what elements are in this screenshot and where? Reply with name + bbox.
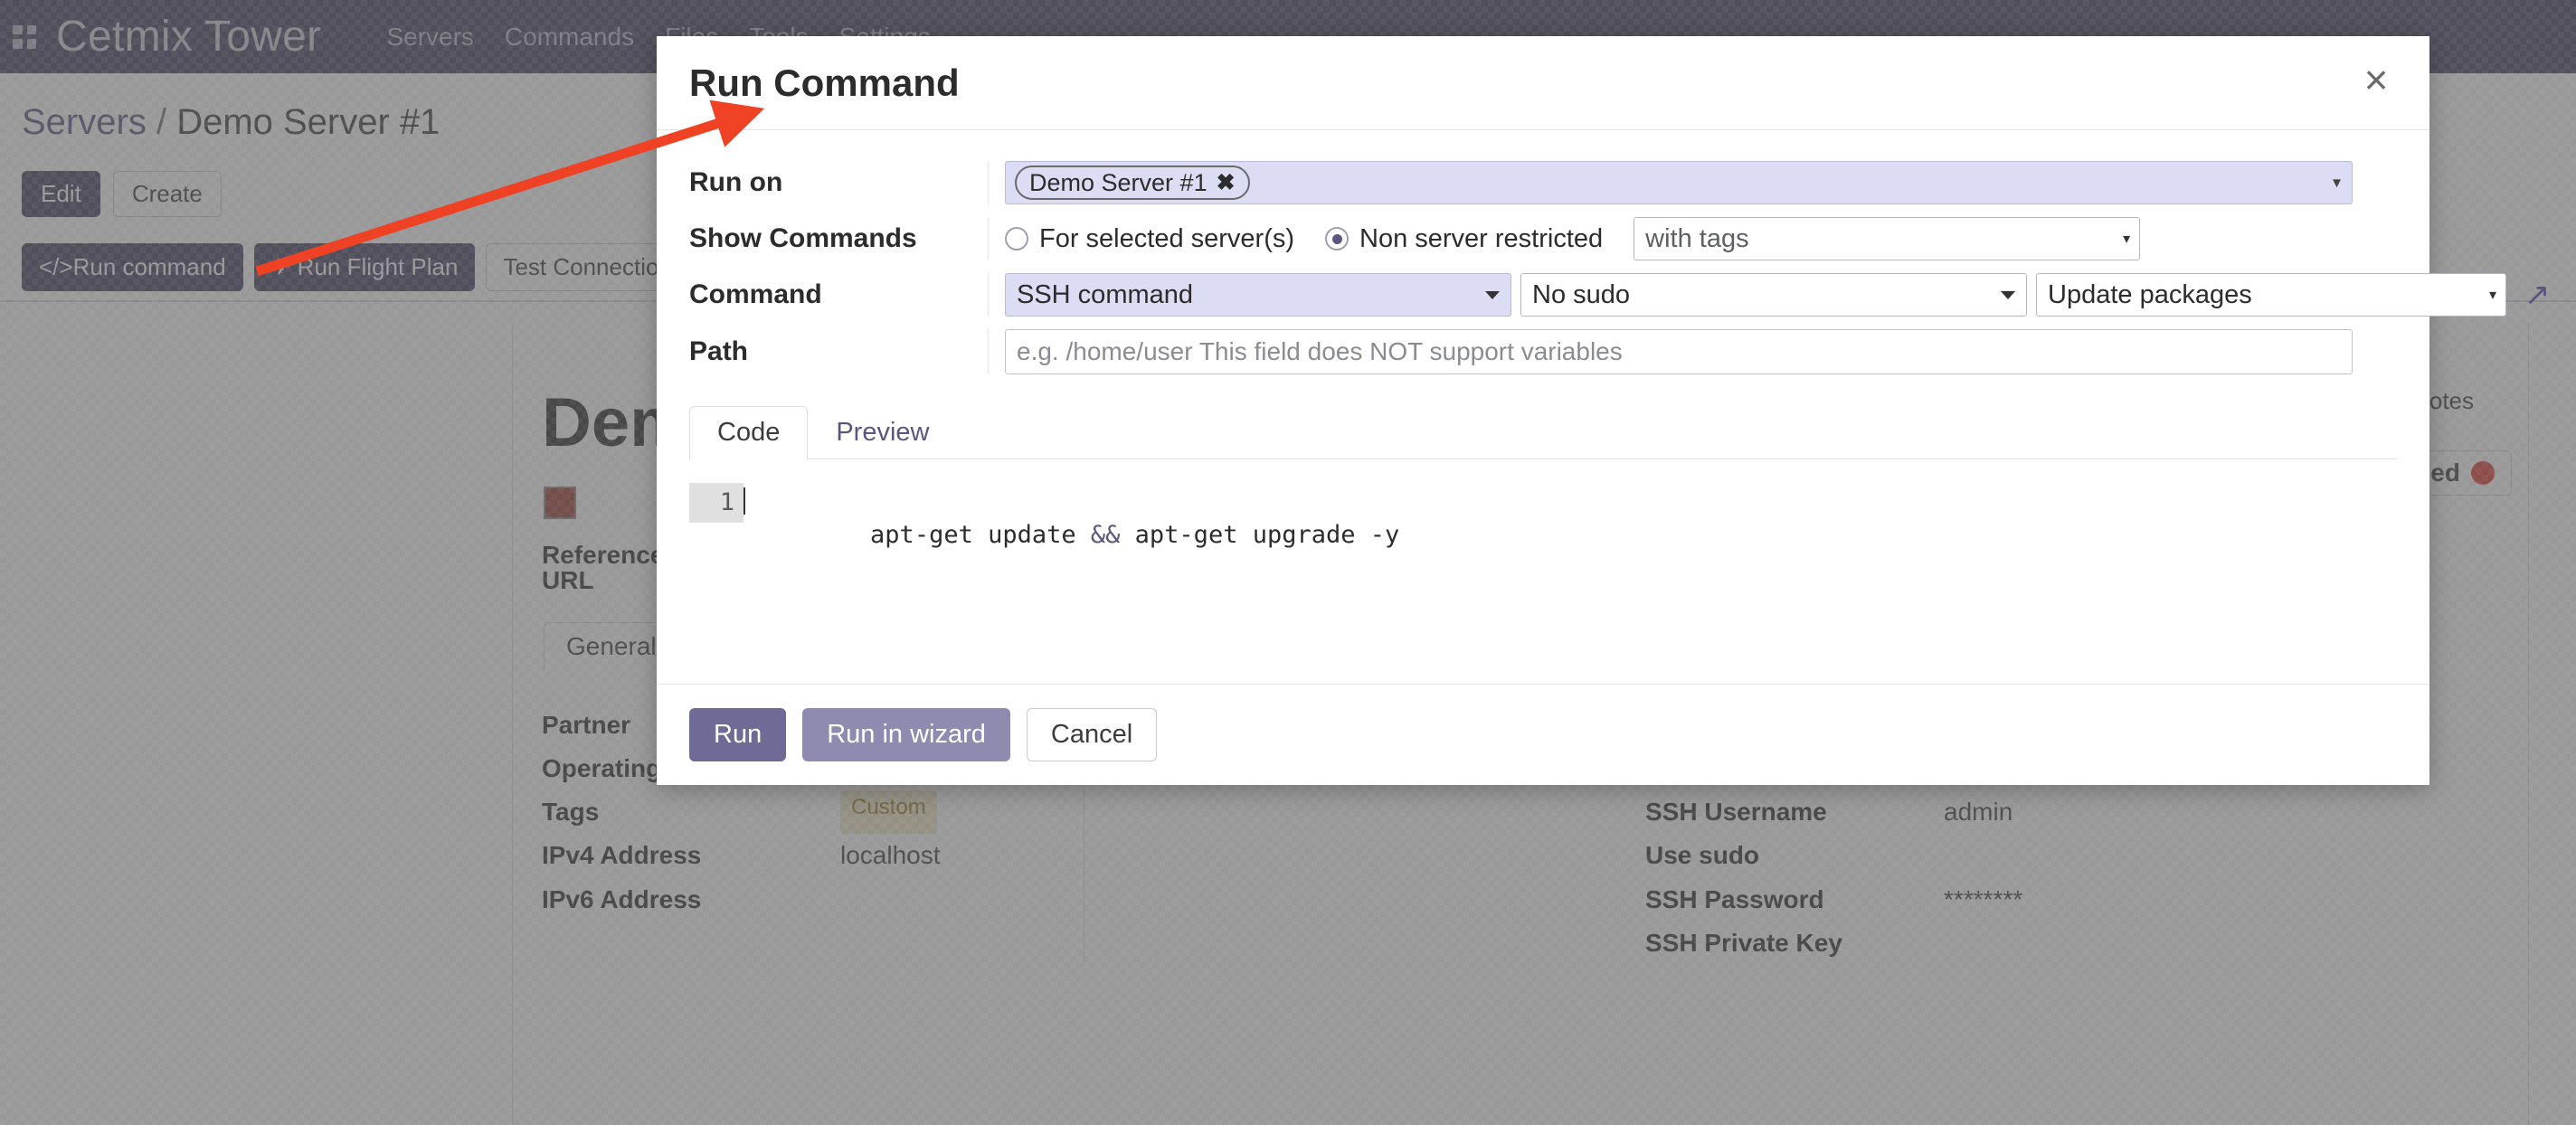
run-command-dialog: Run Command × Run on Demo Server #1 ✖ ▾ … <box>657 36 2551 785</box>
command-type-select[interactable]: SSH command <box>1005 273 1511 317</box>
dialog-header: Run Command × <box>657 36 2429 130</box>
external-link-icon[interactable]: ↗ <box>2524 278 2551 312</box>
sudo-select[interactable]: No sudo <box>1520 273 2027 317</box>
command-row: SSH command No sudo Update packages ▾ ↗ <box>1005 273 2551 317</box>
remove-tag-icon[interactable]: ✖ <box>1216 170 1236 195</box>
run-on-input[interactable]: Demo Server #1 ✖ ▾ <box>1005 161 2353 204</box>
tags-select[interactable]: with tags ▾ <box>1634 217 2141 260</box>
command-label: Command <box>689 279 822 309</box>
server-tag[interactable]: Demo Server #1 ✖ <box>1015 165 1250 200</box>
command-cell: SSH command No sudo Update packages ▾ ↗ <box>988 273 2551 317</box>
chevron-down-icon[interactable]: ▾ <box>2488 288 2496 303</box>
run-on-field-cell: Demo Server #1 ✖ ▾ <box>988 161 2551 204</box>
radio-non-server-restricted[interactable]: Non server restricted <box>1325 224 1603 254</box>
command-type-value: SSH command <box>1017 279 1194 309</box>
radio-label: Non server restricted <box>1359 223 1604 253</box>
radio-circle-selected-icon[interactable] <box>1325 227 1350 251</box>
tags-select-value: with tags <box>1645 223 1749 253</box>
code-part-1: apt-get update <box>870 521 1091 550</box>
chevron-down-icon[interactable]: ▾ <box>2332 173 2341 192</box>
run-button[interactable]: Run <box>689 708 787 761</box>
show-commands-label: Show Commands <box>689 223 917 253</box>
dialog-footer: Run Run in wizard Cancel <box>657 684 2429 785</box>
path-cell: e.g. /home/user This field does NOT supp… <box>988 329 2551 374</box>
cancel-button[interactable]: Cancel <box>1026 708 1158 761</box>
tab-code[interactable]: Code <box>689 406 809 459</box>
run-on-label: Run on <box>689 167 783 197</box>
code-part-2: apt-get upgrade -y <box>1120 521 1400 550</box>
code-operator: && <box>1090 521 1121 550</box>
close-icon[interactable]: × <box>2363 56 2389 103</box>
command-select[interactable]: Update packages ▾ <box>2036 273 2506 317</box>
radio-circle-icon[interactable] <box>1005 227 1028 251</box>
path-label: Path <box>689 336 749 366</box>
radio-label: For selected server(s) <box>1039 223 1295 253</box>
path-input[interactable]: e.g. /home/user This field does NOT supp… <box>1005 329 2353 374</box>
show-commands-cell: For selected server(s) Non server restri… <box>988 217 2551 260</box>
chevron-down-icon[interactable]: ▾ <box>2123 232 2131 247</box>
text-caret <box>743 487 745 515</box>
command-value: Update packages <box>2048 279 2252 309</box>
radio-for-selected-servers[interactable]: For selected server(s) <box>1005 224 1294 254</box>
code-editor[interactable]: 1 apt-get update && apt-get upgrade -y <box>689 483 2397 589</box>
show-commands-radio-group: For selected server(s) Non server restri… <box>1005 217 2551 260</box>
sudo-value: No sudo <box>1532 279 1631 309</box>
dialog-body: Run on Demo Server #1 ✖ ▾ Show Commands … <box>657 130 2551 684</box>
server-tag-label: Demo Server #1 <box>1029 168 1208 196</box>
code-line[interactable]: apt-get update && apt-get upgrade -y <box>743 483 1399 589</box>
run-command-form: Run on Demo Server #1 ✖ ▾ Show Commands … <box>689 161 2551 374</box>
dialog-title: Run Command <box>689 61 960 104</box>
line-number: 1 <box>689 483 743 524</box>
run-in-wizard-button[interactable]: Run in wizard <box>802 708 1010 761</box>
tab-preview[interactable]: Preview <box>836 418 930 447</box>
code-preview-tabs: Code Preview <box>689 405 2397 459</box>
